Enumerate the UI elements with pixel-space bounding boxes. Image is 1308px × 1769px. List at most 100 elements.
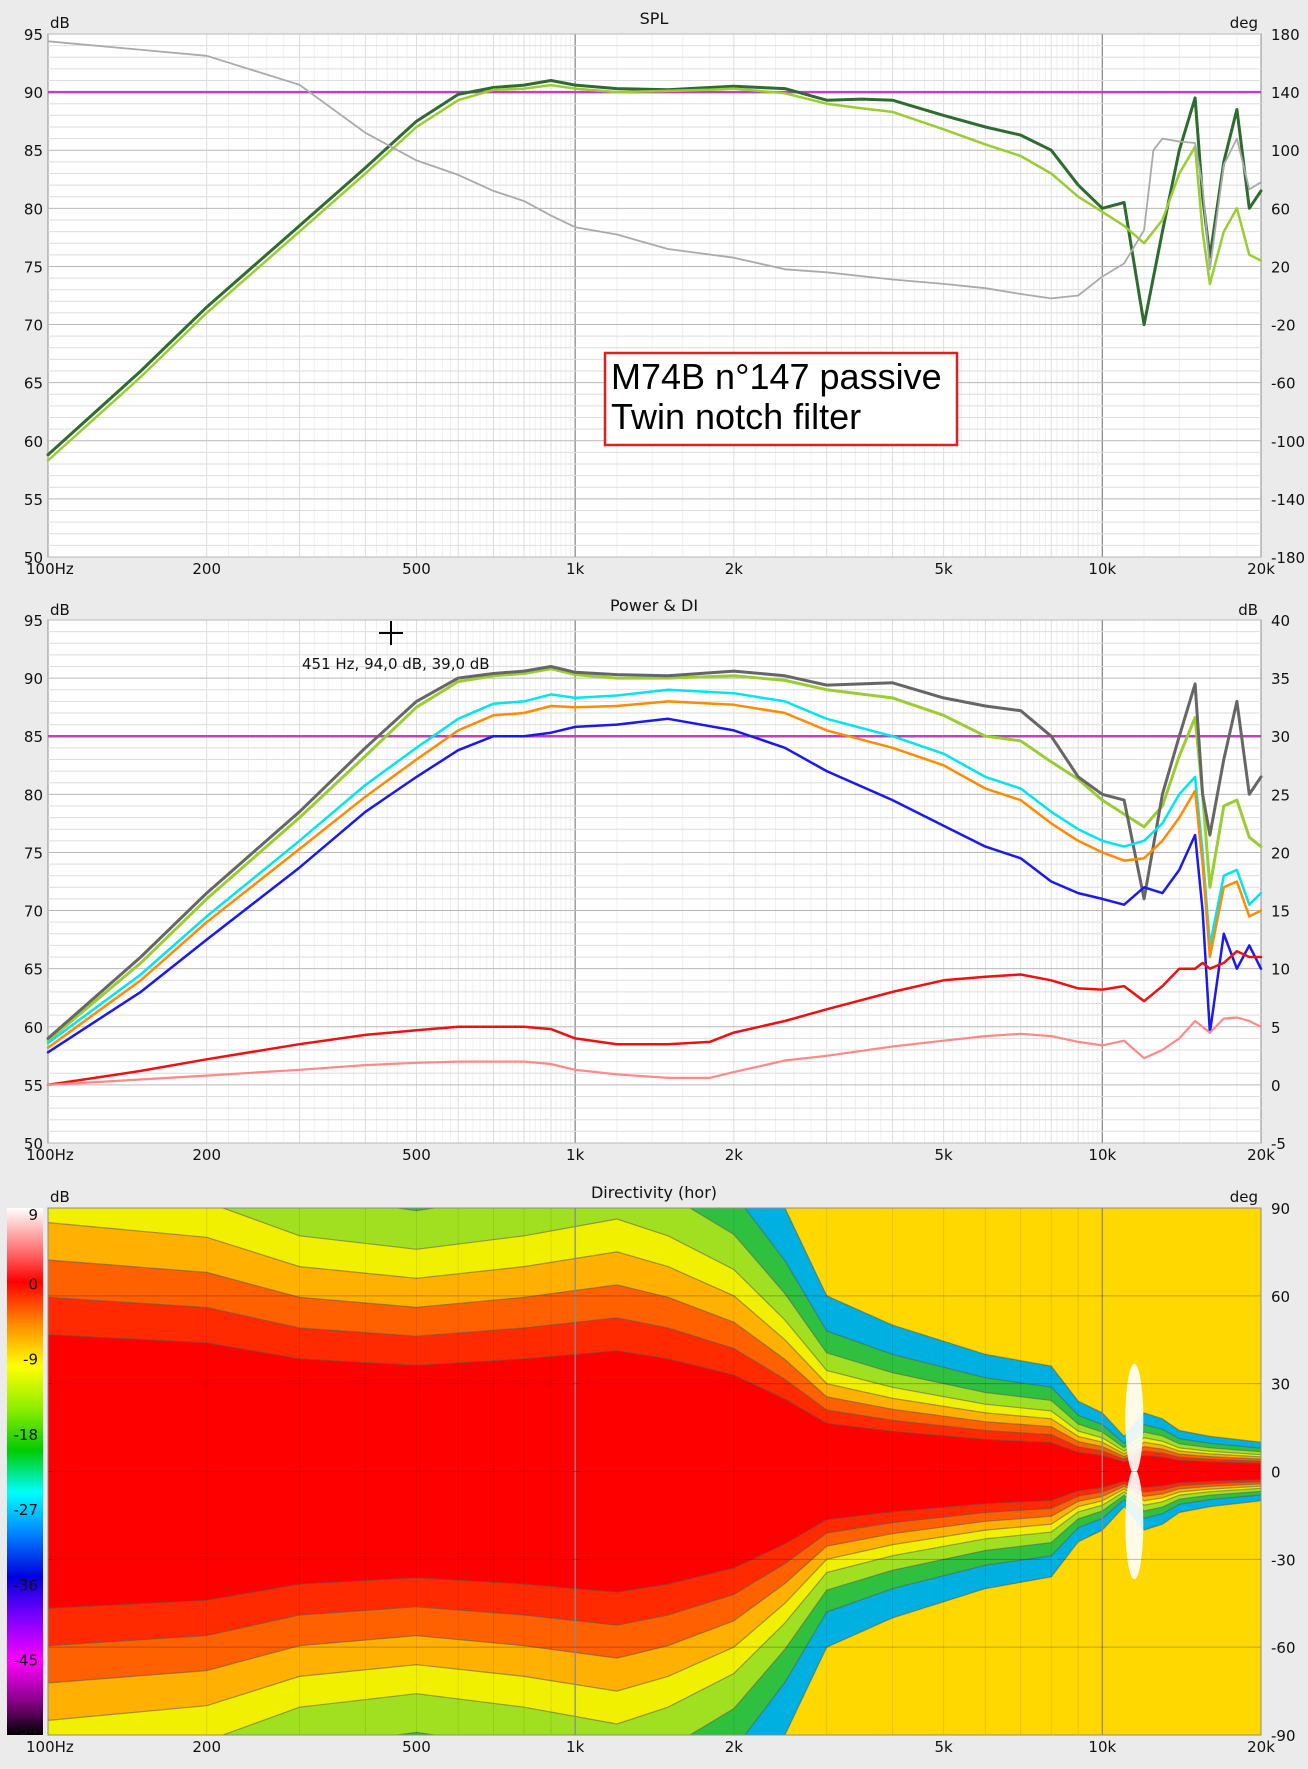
x-tick-label: 500 xyxy=(402,1738,431,1756)
colorbar-tick-label: -54 xyxy=(14,1721,39,1739)
y-tick-label: 60 xyxy=(24,1019,43,1037)
y-tick-label: 55 xyxy=(24,491,43,509)
y2-tick-label: 30 xyxy=(1271,728,1290,746)
heatmap-contour xyxy=(48,1333,1261,1610)
series-line xyxy=(46,79,1263,457)
y2-tick-label: -20 xyxy=(1271,317,1296,335)
x-tick-label: 200 xyxy=(192,560,221,578)
annotation-box: M74B n°147 passive Twin notch filter xyxy=(603,351,959,447)
power-di-y2-ticks: -5 0 5 10 15 20 25 30 35 40 xyxy=(1271,612,1290,1153)
series-line xyxy=(46,700,1263,1049)
colorbar-ticks: 9 0 -9 -18 -27 -36 -45 -54 xyxy=(14,1206,39,1739)
directivity-title: Directivity (hor) xyxy=(591,1183,717,1202)
series-line xyxy=(46,949,1263,1087)
y-tick-label: 85 xyxy=(24,142,43,160)
directivity-x-ticks: 100Hz 200 500 1k 2k 5k 10k 20k xyxy=(26,1738,1275,1756)
x-tick-label: 10k xyxy=(1088,1738,1116,1756)
x-tick-label: 2k xyxy=(725,1738,744,1756)
y-tick-label: 90 xyxy=(24,670,43,688)
colorbar-tick-label: -36 xyxy=(14,1576,39,1594)
y2-tick-label: -100 xyxy=(1271,433,1305,451)
y2-tick-label: -5 xyxy=(1271,1135,1286,1153)
y-tick-label: 60 xyxy=(24,433,43,451)
y-tick-label: 50 xyxy=(24,1135,43,1153)
x-tick-label: 500 xyxy=(402,1146,431,1164)
y2-tick-label: 35 xyxy=(1271,670,1290,688)
y2-tick-label: -60 xyxy=(1271,375,1296,393)
directivity-plot-border xyxy=(47,1207,1262,1736)
y-tick-label: 95 xyxy=(24,26,43,44)
y-tick-label: 80 xyxy=(24,200,43,218)
power-di-right-unit: dB xyxy=(1238,601,1258,619)
series-line xyxy=(46,665,1263,1040)
spl-x-ticks: 100Hz 200 500 1k 2k 5k 10k 20k xyxy=(26,560,1275,578)
power-di-panel: 100Hz 200 500 1k 2k 5k 10k 20k 5055606570758085… xyxy=(24,596,1290,1164)
spl-series xyxy=(46,40,1263,462)
directivity-grid xyxy=(48,1208,1261,1735)
x-tick-label: 1k xyxy=(566,1146,585,1164)
x-tick-label: 200 xyxy=(192,1738,221,1756)
y-tick-label: 75 xyxy=(24,844,43,862)
y2-tick-label: -180 xyxy=(1271,549,1305,567)
colorbar-tick-label: -45 xyxy=(14,1652,39,1670)
y2-tick-label: 20 xyxy=(1271,258,1290,276)
spl-y2-ticks: -180 -140 -100 -60 -20 20 60 100 140 180 xyxy=(1271,26,1305,567)
y-tick-label: 50 xyxy=(24,549,43,567)
cursor-crosshair[interactable] xyxy=(379,621,403,645)
colorbar-tick-label: 9 xyxy=(28,1206,38,1224)
y2-tick-label: 15 xyxy=(1271,903,1290,921)
y-tick-label: 70 xyxy=(24,903,43,921)
y-tick-label: 80 xyxy=(24,786,43,804)
annotation-border xyxy=(603,351,959,447)
y-tick-label: 70 xyxy=(24,317,43,335)
x-tick-label: 200 xyxy=(192,1146,221,1164)
series-line xyxy=(46,717,1263,1054)
spl-title: SPL xyxy=(640,9,669,28)
spl-y-ticks: 50 55 60 65 70 75 80 85 90 95 xyxy=(24,26,43,567)
y2-tick-label: -60 xyxy=(1271,1639,1296,1657)
colorbar xyxy=(7,1208,43,1735)
y-tick-label: 65 xyxy=(24,961,43,979)
x-tick-label: 100Hz xyxy=(26,560,74,578)
y2-tick-label: 5 xyxy=(1271,1019,1281,1037)
spl-plot-area xyxy=(47,33,1262,558)
y2-tick-label: 30 xyxy=(1271,1376,1290,1394)
y2-tick-label: 40 xyxy=(1271,612,1290,630)
colorbar-tick-label: -27 xyxy=(14,1501,39,1519)
y-tick-label: 90 xyxy=(24,84,43,102)
y2-tick-label: 0 xyxy=(1271,1464,1281,1482)
directivity-left-unit: dB xyxy=(50,1188,70,1206)
directivity-heatmap xyxy=(48,1208,1261,1735)
y-tick-label: 75 xyxy=(24,258,43,276)
colorbar-tick-label: 0 xyxy=(28,1275,38,1293)
spl-left-unit: dB xyxy=(50,14,70,32)
y2-tick-label: -30 xyxy=(1271,1551,1296,1569)
power-di-plot-area xyxy=(47,619,1262,1144)
cursor-readout: 451 Hz, 94,0 dB, 39,0 dB xyxy=(302,655,490,673)
series-line xyxy=(47,40,1262,300)
x-tick-label: 20k xyxy=(1247,1738,1275,1756)
directivity-right-unit: deg xyxy=(1230,1188,1258,1206)
power-di-series xyxy=(46,665,1263,1087)
y2-tick-label: 60 xyxy=(1271,200,1290,218)
y2-tick-label: 100 xyxy=(1271,142,1300,160)
x-tick-label: 5k xyxy=(935,1146,954,1164)
power-di-x-ticks: 100Hz 200 500 1k 2k 5k 10k 20k xyxy=(26,1146,1275,1164)
colorbar-tick-label: -9 xyxy=(23,1351,38,1369)
directivity-y2-ticks: -90 -60 -30 0 30 60 90 xyxy=(1271,1200,1296,1745)
x-tick-label: 10k xyxy=(1088,560,1116,578)
x-tick-label: 1k xyxy=(566,1738,585,1756)
x-tick-label: 5k xyxy=(935,560,954,578)
annotation-line-1: M74B n°147 passive xyxy=(611,356,942,397)
y-tick-label: 65 xyxy=(24,375,43,393)
y2-tick-label: 20 xyxy=(1271,844,1290,862)
x-tick-label: 2k xyxy=(725,560,744,578)
x-tick-label: 10k xyxy=(1088,1146,1116,1164)
power-di-left-unit: dB xyxy=(50,601,70,619)
y2-tick-label: 140 xyxy=(1271,84,1300,102)
x-tick-label: 5k xyxy=(935,1738,954,1756)
heatmap-hotspot xyxy=(1125,1363,1144,1474)
spl-right-unit: deg xyxy=(1230,14,1258,32)
y2-tick-label: 90 xyxy=(1271,1200,1290,1218)
